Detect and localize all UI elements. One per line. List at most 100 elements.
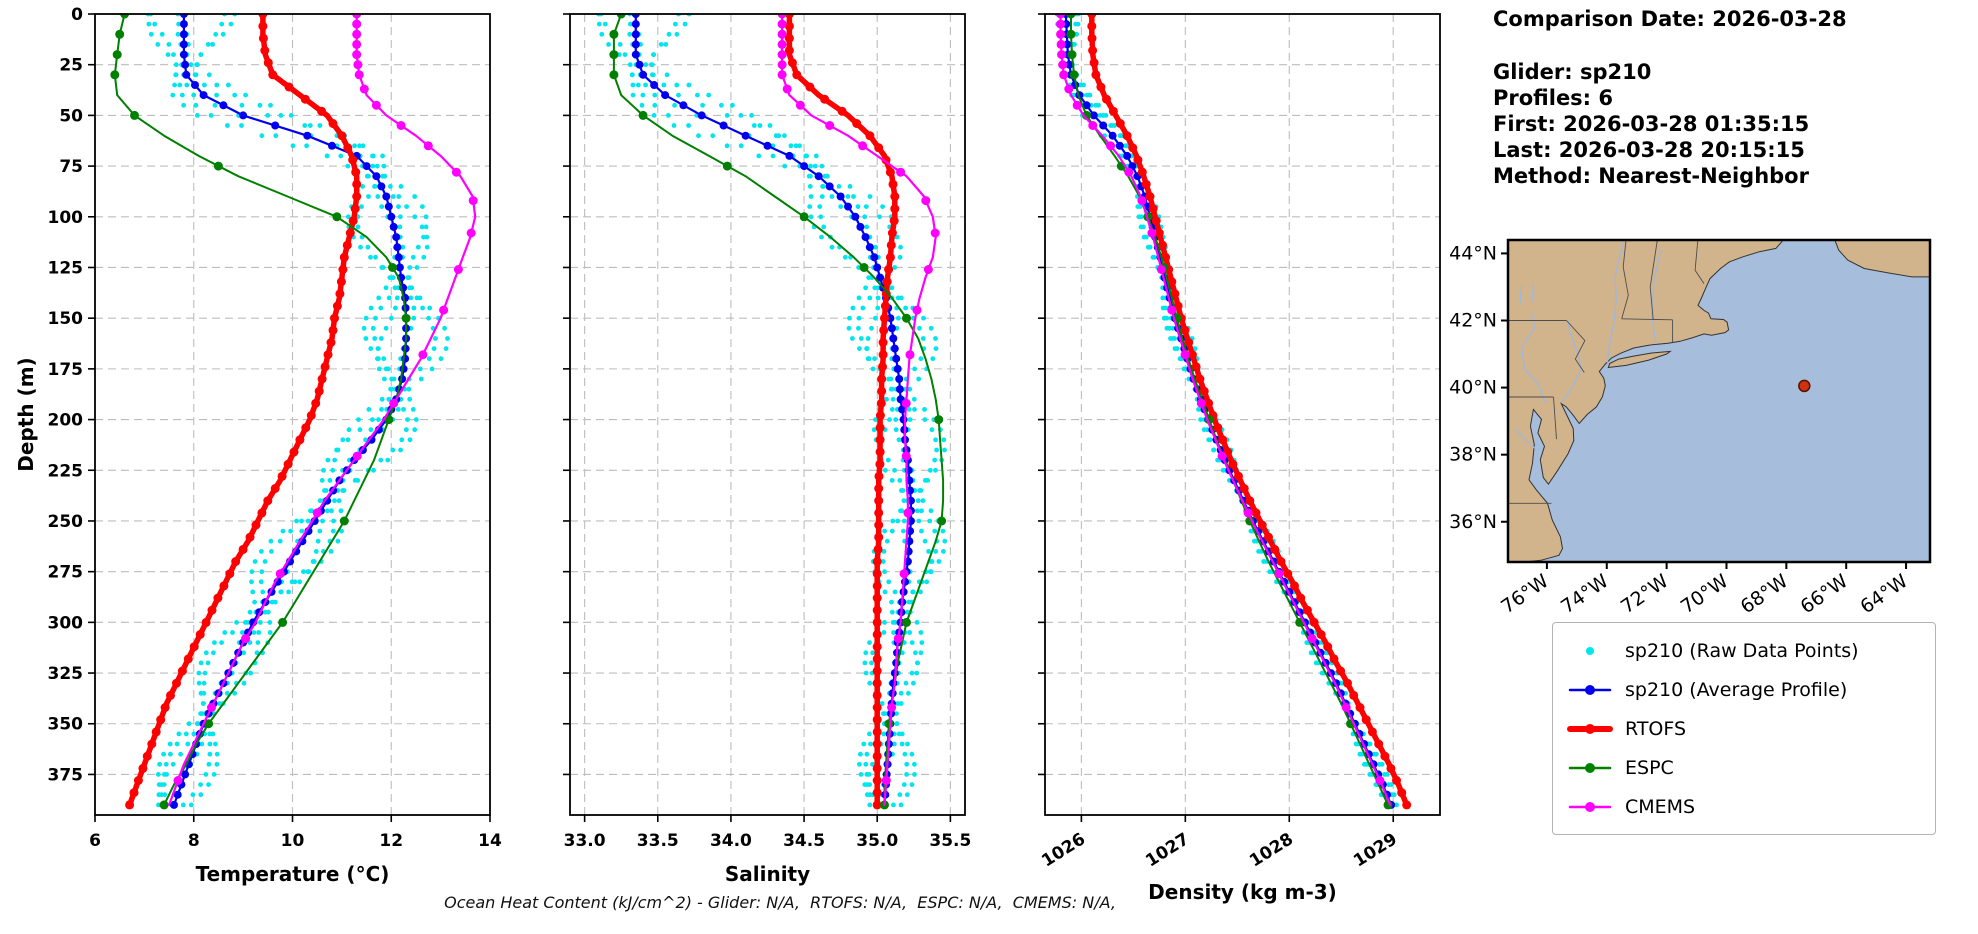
series-rtofs — [784, 14, 900, 810]
chart-temperature: 6 8 10 12 14 0 25 50 75 100 125 150 175 200 225 250 275 3… — [14, 5, 502, 886]
raw-scatter — [145, 14, 450, 808]
map-lon-label: 68°W — [1737, 570, 1793, 618]
svg-text:175: 175 — [48, 360, 84, 380]
legend-label: sp210 (Average Profile) — [1625, 678, 1848, 701]
map-lon-label: 66°W — [1796, 570, 1852, 618]
series-espc — [1066, 14, 1393, 810]
legend-marker-cmems — [1568, 801, 1612, 812]
svg-text:12: 12 — [379, 831, 403, 851]
plot-frame — [1044, 13, 1441, 816]
series-rtofs — [125, 14, 362, 810]
svg-text:35.0: 35.0 — [856, 831, 898, 851]
svg-text:1028: 1028 — [1246, 829, 1297, 871]
series-sp210-average — [631, 14, 915, 809]
land-long-island — [1607, 350, 1672, 369]
x-axis-label: Salinity — [725, 862, 810, 886]
svg-text:300: 300 — [48, 613, 84, 633]
state-border-line — [1566, 320, 1586, 373]
state-border-line — [1621, 240, 1629, 319]
map-svg: 44°N 42°N 40°N 38°N 36°N 76°W 74°W 72°W 70°W 68°W… — [1449, 238, 1932, 618]
map-panel: 44°N 42°N 40°N 38°N 36°N 76°W 74°W 72°W 70°W 68°W… — [1440, 232, 1978, 632]
info-line: Last: 2026-03-28 20:15:15 — [1493, 138, 1805, 162]
svg-text:1029: 1029 — [1350, 829, 1401, 871]
river-line — [1651, 249, 1662, 345]
plot-frame — [569, 13, 966, 816]
map-frame — [1506, 238, 1932, 564]
axis-ticks — [563, 13, 952, 822]
series-rtofs — [1087, 14, 1412, 810]
series-sp210-average — [1061, 14, 1396, 809]
svg-text:34.5: 34.5 — [783, 831, 825, 851]
svg-text:1027: 1027 — [1142, 829, 1193, 871]
svg-text:1026: 1026 — [1038, 829, 1089, 871]
map-lat-label: 40°N — [1449, 377, 1497, 399]
river-line — [1531, 283, 1535, 303]
x-axis-label: Density (kg m-3) — [1148, 880, 1337, 904]
legend-entry: ESPC — [1567, 748, 1921, 787]
river-line — [1515, 429, 1537, 451]
legend-marker-raw — [1586, 646, 1594, 655]
axis-ticks — [88, 13, 491, 822]
land-mainland — [1508, 240, 1784, 562]
svg-text:8: 8 — [188, 831, 200, 851]
axis-tick-labels: 33.0 33.5 34.0 34.5 35.0 35.5 — [564, 831, 972, 851]
legend-label: RTOFS — [1625, 717, 1687, 740]
river-line — [1606, 240, 1625, 363]
map-lon-label: 70°W — [1677, 570, 1733, 618]
info-line: Glider: sp210 — [1493, 60, 1652, 84]
svg-text:100: 100 — [48, 208, 84, 228]
footer-caption: Ocean Heat Content (kJ/cm^2) - Glider: N… — [444, 893, 1116, 912]
axis-ticks — [1038, 13, 1395, 822]
map-ticks — [1501, 252, 1908, 569]
legend-label: CMEMS — [1625, 795, 1696, 818]
svg-text:0: 0 — [71, 5, 83, 25]
svg-text:325: 325 — [48, 664, 84, 684]
map-lon-label: 64°W — [1856, 570, 1912, 618]
info-line: Method: Nearest-Neighbor — [1493, 164, 1809, 188]
svg-text:150: 150 — [48, 309, 84, 329]
grid — [94, 13, 491, 815]
legend-list: sp210 (Raw Data Points) sp210 (Average Pr… — [1567, 631, 1921, 826]
y-axis-label: Depth (m) — [14, 357, 38, 471]
legend: sp210 (Raw Data Points) sp210 (Average Pr… — [1552, 622, 1936, 835]
svg-text:275: 275 — [48, 563, 84, 583]
svg-text:200: 200 — [48, 411, 84, 431]
river-line — [1561, 320, 1582, 403]
comparison-date: Comparison Date: 2026-03-28 — [1493, 7, 1847, 31]
legend-entry: RTOFS — [1567, 709, 1921, 748]
svg-text:250: 250 — [48, 512, 84, 532]
info-line: Profiles: 6 — [1493, 86, 1614, 110]
svg-text:375: 375 — [48, 765, 84, 785]
svg-text:34.0: 34.0 — [710, 831, 752, 851]
svg-text:75: 75 — [59, 157, 83, 177]
chart-salinity: 33.0 33.5 34.0 34.5 35.0 35.5 Salinity — [563, 13, 972, 886]
legend-entry: CMEMS — [1567, 787, 1921, 826]
series-cmems — [777, 14, 940, 807]
info-line: First: 2026-03-28 01:35:15 — [1493, 112, 1810, 136]
map-lon-label: 72°W — [1617, 570, 1673, 618]
legend-entry: sp210 (Average Profile) — [1567, 670, 1921, 709]
info-lines: Glider: sp210 Profiles: 6 First: 2026-03-2… — [1493, 59, 1847, 189]
svg-text:50: 50 — [59, 106, 83, 126]
chart-density: 1026 1027 1028 1029 Density (kg m-3) — [1038, 13, 1441, 904]
svg-text:225: 225 — [48, 461, 84, 481]
axis-tick-labels: 1026 1027 1028 1029 — [1038, 829, 1401, 871]
svg-text:25: 25 — [59, 56, 83, 76]
axis-tick-labels: 6 8 10 12 14 0 25 50 75 100 125 150 175 200 225 250 275 3… — [48, 5, 502, 851]
series-espc — [110, 14, 411, 810]
legend-entry: sp210 (Raw Data Points) — [1567, 631, 1921, 670]
river-line — [1520, 313, 1547, 403]
legend-label: sp210 (Raw Data Points) — [1625, 639, 1859, 662]
series-sp210-average — [170, 14, 411, 809]
map-lat-label: 38°N — [1449, 444, 1497, 466]
state-border-line — [1649, 240, 1658, 320]
svg-text:10: 10 — [281, 831, 305, 851]
svg-text:125: 125 — [48, 258, 84, 278]
x-axis-label: Temperature (°C) — [196, 862, 390, 886]
map-lat-label: 42°N — [1449, 310, 1497, 332]
legend-marker-rtofs — [1567, 723, 1613, 734]
map-lat-label: 44°N — [1449, 242, 1497, 264]
svg-text:350: 350 — [48, 715, 84, 735]
glider-position-marker — [1798, 379, 1811, 393]
